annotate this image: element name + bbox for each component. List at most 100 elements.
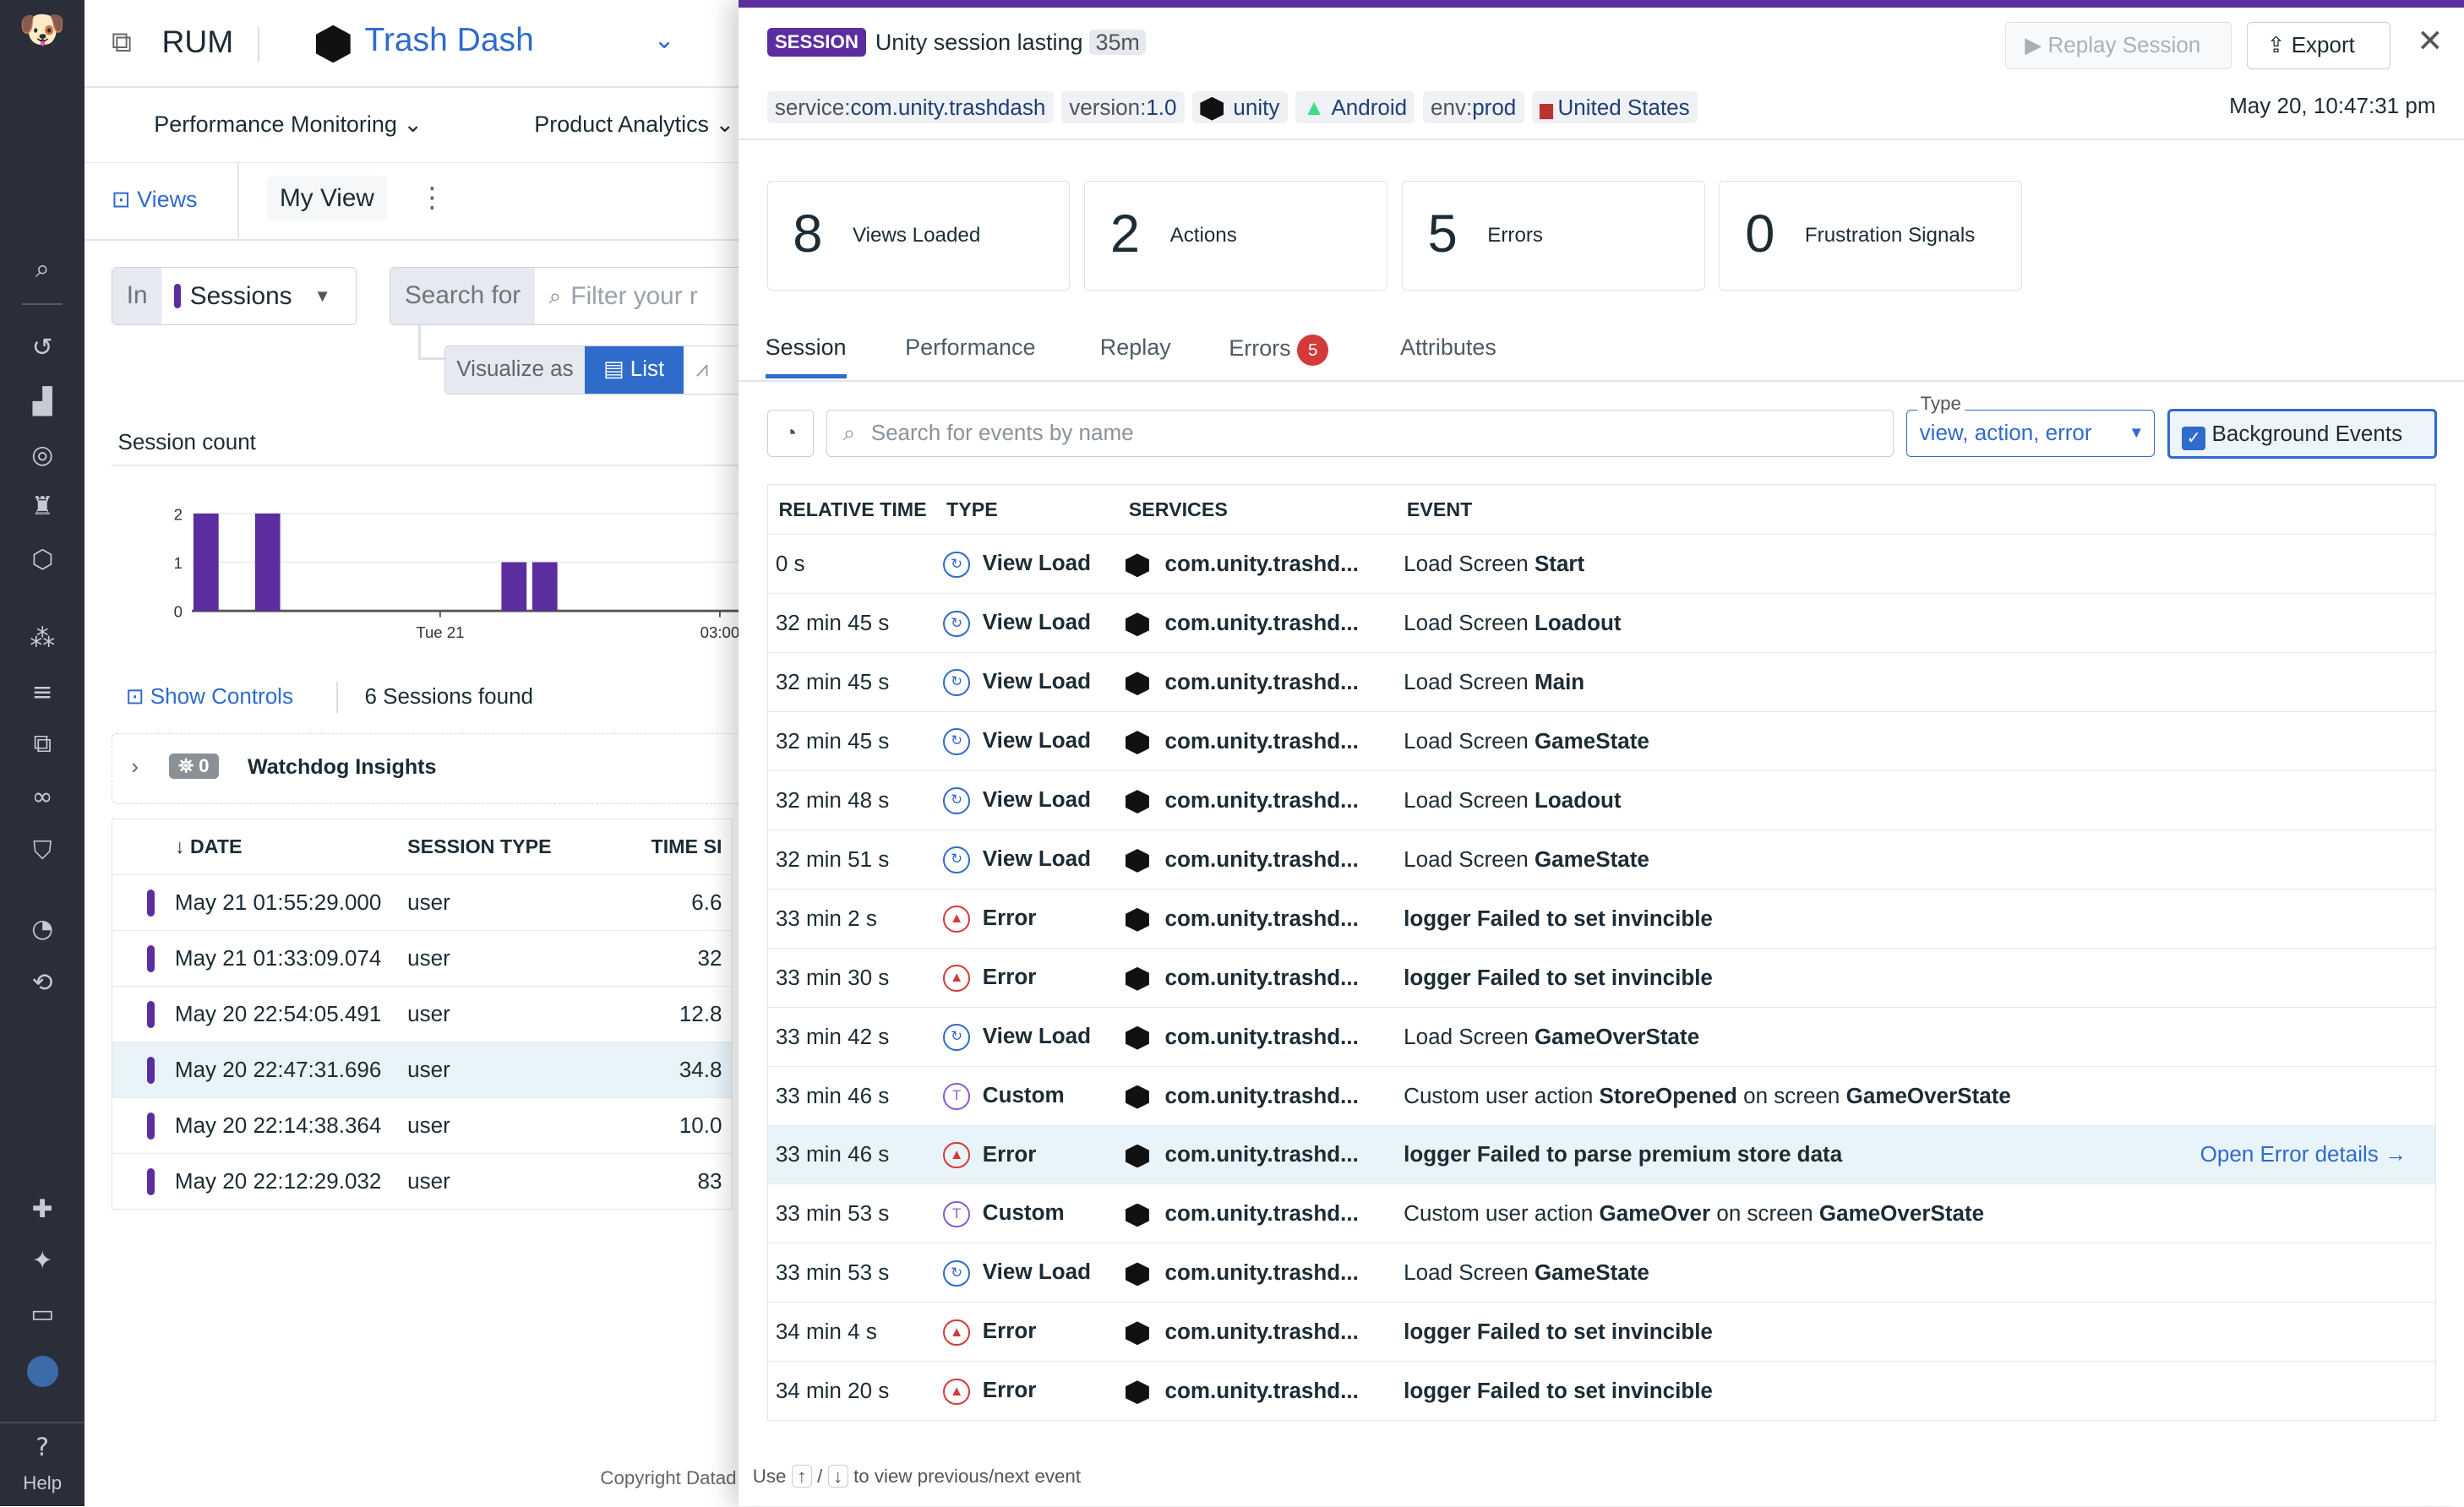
- event-row[interactable]: 34 min 4 s ▲ Error com.unity.trashd... lo…: [767, 1302, 2436, 1362]
- notebooks-icon[interactable]: ▭: [30, 1299, 55, 1330]
- watchdog-icon[interactable]: ♜: [30, 492, 54, 522]
- search-icon[interactable]: ⌕: [35, 254, 50, 285]
- event-row[interactable]: 32 min 45 s ↻ View Load com.unity.trashd.…: [767, 593, 2436, 653]
- avatar[interactable]: [26, 1355, 58, 1388]
- session-row[interactable]: May 21 01:33:09.074 user 32: [112, 929, 733, 987]
- tag[interactable]: env:prod: [1422, 90, 1524, 124]
- help-icon[interactable]: ?: [35, 1433, 50, 1463]
- tab-performance[interactable]: Performance: [905, 335, 1035, 361]
- timeline-toggle-icon[interactable]: ◔: [766, 410, 815, 458]
- event-search-input[interactable]: ⌕ Search for events by name: [826, 410, 1894, 458]
- divider: [257, 26, 259, 62]
- event-row[interactable]: 33 min 46 s T Custom com.unity.trashd... …: [767, 1065, 2436, 1125]
- bar[interactable]: [532, 562, 558, 612]
- chevron-down-icon[interactable]: ⌄: [653, 25, 675, 54]
- replay-session-button[interactable]: ▶ Replay Session: [2004, 22, 2232, 69]
- rum-icon[interactable]: ⧉: [33, 729, 52, 759]
- tab-session[interactable]: Session: [766, 335, 847, 361]
- more-options-icon[interactable]: ⋮: [417, 182, 447, 214]
- source-select[interactable]: In Sessions ▼: [112, 267, 357, 325]
- event-row[interactable]: 33 min 53 s ↻ View Load com.unity.trashd.…: [767, 1243, 2436, 1303]
- column-date[interactable]: ↓ DATE: [174, 835, 243, 857]
- performance-icon[interactable]: ◔: [31, 914, 54, 944]
- event-row[interactable]: 33 min 53 s T Custom com.unity.trashd... …: [767, 1183, 2436, 1243]
- apm-icon[interactable]: ⬡: [31, 545, 54, 575]
- views-toggle[interactable]: ⊡ Views: [112, 187, 198, 213]
- tab-errors[interactable]: Errors 5: [1229, 335, 1329, 367]
- session-row[interactable]: May 20 22:47:31.696 user 34.8: [112, 1041, 733, 1098]
- event-text: Load Screen: [1404, 551, 1535, 577]
- tag[interactable]: version:1.0: [1060, 90, 1185, 124]
- view-name[interactable]: My View: [267, 176, 387, 220]
- event-row[interactable]: 34 min 20 s ▲ Error com.unity.trashd... l…: [767, 1361, 2436, 1421]
- column-session-type[interactable]: SESSION TYPE: [407, 835, 552, 857]
- event-row[interactable]: 32 min 45 s ↻ View Load com.unity.trashd.…: [767, 711, 2436, 771]
- session-row[interactable]: May 21 01:55:29.000 user 6.6: [112, 873, 733, 931]
- checkbox-checked-icon[interactable]: ✓: [2182, 427, 2206, 451]
- tag[interactable]: ▲ Android: [1295, 90, 1415, 124]
- help-label[interactable]: Help: [23, 1472, 63, 1493]
- stat-card[interactable]: 2 Actions: [1084, 180, 1388, 291]
- column-type[interactable]: TYPE: [946, 498, 998, 520]
- tag[interactable]: ▆ United States: [1531, 90, 1698, 124]
- extensions-icon[interactable]: ✚: [31, 1194, 53, 1224]
- type-filter-select[interactable]: view, action, error ▼: [1905, 410, 2155, 458]
- event-row[interactable]: 33 min 46 s ▲ Error com.unity.trashd... l…: [767, 1124, 2436, 1184]
- tab-replay[interactable]: Replay: [1100, 335, 1171, 361]
- event-row[interactable]: 33 min 42 s ↻ View Load com.unity.trashd.…: [767, 1006, 2436, 1067]
- column-relative-time[interactable]: RELATIVE TIME: [778, 498, 927, 520]
- open-error-details-link[interactable]: Open Error details →: [2200, 1141, 2407, 1167]
- background-events-toggle[interactable]: ✓ Background Events: [2167, 408, 2438, 460]
- menu-product-analytics[interactable]: Product Analytics ⌄: [534, 112, 735, 138]
- bar[interactable]: [501, 562, 526, 612]
- divider: [112, 465, 756, 467]
- event-row[interactable]: 0 s ↻ View Load com.unity.trashd... Load …: [767, 534, 2436, 594]
- timeseries-option-icon[interactable]: ⩘: [695, 356, 709, 382]
- export-button[interactable]: ⇪ Export: [2247, 22, 2390, 69]
- logs-icon[interactable]: ≡: [31, 677, 53, 707]
- chevron-right-icon[interactable]: ›: [131, 753, 139, 779]
- session-row[interactable]: May 20 22:14:38.364 user 10.0: [112, 1096, 733, 1154]
- event-row[interactable]: 33 min 2 s ▲ Error com.unity.trashd... lo…: [767, 888, 2436, 949]
- synthetics-icon[interactable]: ∞: [31, 782, 53, 813]
- column-time-spent[interactable]: TIME SI: [651, 835, 722, 857]
- column-services[interactable]: SERVICES: [1128, 498, 1228, 520]
- close-icon[interactable]: ✕: [2417, 23, 2444, 59]
- search-query[interactable]: Search for ⌕ Filter your r: [390, 267, 751, 325]
- accent-bar: [739, 0, 2464, 8]
- background-label: Background Events: [2211, 420, 2403, 446]
- stat-card[interactable]: 5 Errors: [1401, 180, 1705, 291]
- bar[interactable]: [254, 514, 281, 612]
- stat-card[interactable]: 0 Frustration Signals: [1719, 180, 2023, 291]
- security-icon[interactable]: ⛉: [33, 835, 52, 866]
- integrations-icon[interactable]: ⁂: [30, 623, 56, 654]
- session-row[interactable]: May 20 22:54:05.491 user 12.8: [112, 985, 733, 1042]
- search-for-label: Search for: [390, 268, 535, 324]
- show-controls-button[interactable]: ⊡ Show Controls: [125, 683, 293, 709]
- app-selector[interactable]: Trash Dash: [364, 22, 534, 59]
- datadog-logo-icon[interactable]: 🐶: [19, 7, 66, 52]
- event-row[interactable]: 32 min 48 s ↻ View Load com.unity.trashd.…: [767, 770, 2436, 830]
- view-event-icon: ↻: [943, 669, 970, 697]
- session-row[interactable]: May 20 22:12:29.032 user 83: [112, 1152, 733, 1210]
- ci-icon[interactable]: ⟲: [31, 967, 53, 998]
- ai-icon[interactable]: ✦: [31, 1245, 53, 1276]
- event-row[interactable]: 33 min 30 s ▲ Error com.unity.trashd... l…: [767, 947, 2436, 1008]
- event-row[interactable]: 32 min 45 s ↻ View Load com.unity.trashd.…: [767, 652, 2436, 712]
- bar[interactable]: [193, 514, 219, 612]
- dashboard-icon[interactable]: ▟: [32, 386, 52, 416]
- event-row[interactable]: 32 min 51 s ↻ View Load com.unity.trashd.…: [767, 829, 2436, 890]
- history-icon[interactable]: ↺: [31, 333, 53, 363]
- tag[interactable]: unity: [1192, 90, 1288, 124]
- stat-card[interactable]: 8 Views Loaded: [766, 180, 1071, 291]
- visualize-list-option[interactable]: ▤ List: [584, 346, 684, 394]
- tab-attributes[interactable]: Attributes: [1400, 335, 1496, 361]
- tag[interactable]: service:com.unity.trashdash: [766, 90, 1054, 124]
- search-input[interactable]: Filter your r: [570, 281, 698, 310]
- monitor-icon[interactable]: ◎: [31, 439, 54, 470]
- menu-performance-monitoring[interactable]: Performance Monitoring ⌄: [154, 112, 422, 138]
- watchdog-insights[interactable]: › ⛯ 0 Watchdog Insights: [112, 733, 772, 805]
- session-count-chart: 0 1 2 Tue 21 03:00: [173, 506, 761, 641]
- column-event[interactable]: EVENT: [1406, 498, 1473, 520]
- visualize-selector[interactable]: Visualize as ▤ List ⩘: [444, 345, 760, 394]
